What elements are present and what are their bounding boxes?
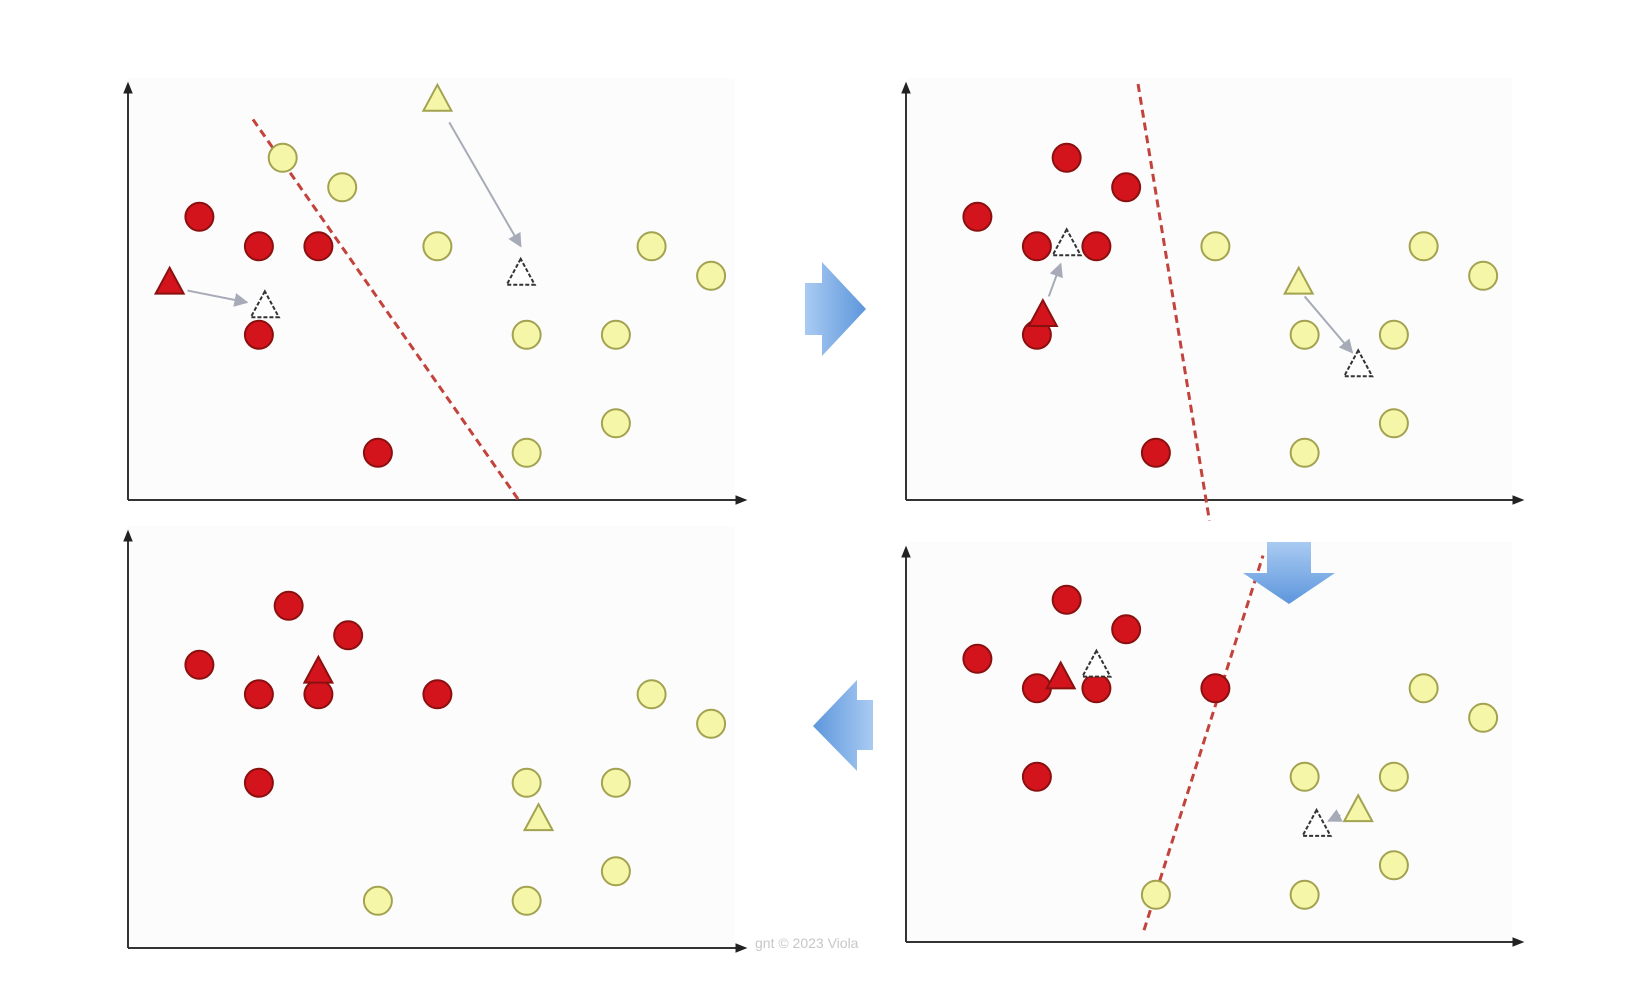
centroid-previous xyxy=(1080,648,1113,678)
panel-step-2 xyxy=(901,78,1525,521)
centroid-move-arrow xyxy=(187,289,249,307)
data-point-red xyxy=(1021,231,1052,262)
data-point-yellow xyxy=(600,767,631,798)
data-point-red xyxy=(243,231,274,262)
data-point-yellow xyxy=(1289,437,1320,468)
data-point-yellow xyxy=(1289,319,1320,350)
panel-step-3 xyxy=(901,542,1525,947)
data-point-yellow xyxy=(267,142,298,173)
centroid-previous xyxy=(249,289,281,319)
decision-boundary xyxy=(1136,83,1211,521)
data-point-yellow xyxy=(600,319,631,350)
centroid-previous xyxy=(1342,348,1374,378)
data-point-yellow xyxy=(600,856,631,887)
panel-background xyxy=(906,542,1512,942)
data-point-red xyxy=(1051,584,1082,615)
data-point-red xyxy=(422,679,453,710)
data-point-yellow xyxy=(696,260,727,291)
data-point-yellow xyxy=(696,708,727,739)
centroid-yellow xyxy=(522,802,555,832)
data-point-red xyxy=(962,201,993,232)
decision-boundary xyxy=(1142,555,1265,931)
data-point-red xyxy=(184,201,215,232)
panel-background xyxy=(128,78,735,500)
centroid-previous xyxy=(1050,227,1083,257)
data-point-yellow xyxy=(1408,231,1439,262)
data-point-yellow xyxy=(600,408,631,439)
centroid-red xyxy=(1045,660,1077,690)
centroid-move-arrow xyxy=(1327,809,1343,822)
block-arrow-icon-left xyxy=(813,680,873,771)
data-point-red xyxy=(273,590,304,621)
block-arrow-icon-right xyxy=(805,262,866,356)
data-point-red xyxy=(303,231,334,262)
centroid-red xyxy=(302,654,335,684)
panel-step-4 xyxy=(123,526,748,953)
centroid-move-arrow xyxy=(1047,262,1063,297)
data-point-yellow xyxy=(1468,702,1499,733)
centroid-previous xyxy=(1300,807,1333,837)
data-point-red xyxy=(962,643,993,674)
data-point-red xyxy=(184,649,215,680)
data-point-red xyxy=(1051,142,1082,173)
data-point-red xyxy=(1021,761,1052,792)
data-point-yellow xyxy=(511,437,542,468)
data-point-yellow xyxy=(422,231,453,262)
data-point-yellow xyxy=(1378,408,1409,439)
watermark: gnt © 2023 Viola xyxy=(755,935,859,951)
centroid-move-arrow xyxy=(1303,295,1354,354)
centroid-yellow xyxy=(421,82,454,112)
panel-step-1 xyxy=(123,78,748,505)
data-point-yellow xyxy=(511,885,542,916)
data-point-red xyxy=(1111,172,1142,203)
data-point-yellow xyxy=(1289,879,1320,910)
data-point-yellow xyxy=(1468,260,1499,291)
data-point-red xyxy=(333,620,364,651)
panel-background xyxy=(906,78,1512,500)
data-point-yellow xyxy=(1200,231,1231,262)
centroid-previous xyxy=(505,256,537,286)
data-point-yellow xyxy=(636,231,667,262)
data-point-yellow xyxy=(327,172,358,203)
data-point-red xyxy=(1111,614,1142,645)
data-point-red xyxy=(243,767,274,798)
data-point-yellow xyxy=(1378,319,1409,350)
data-point-red xyxy=(1140,437,1171,468)
data-point-yellow xyxy=(511,319,542,350)
data-point-red xyxy=(243,679,274,710)
data-point-yellow xyxy=(362,885,393,916)
centroid-yellow xyxy=(1342,793,1374,823)
flow-arrows xyxy=(805,262,1335,771)
data-point-red xyxy=(303,679,334,710)
centroid-yellow xyxy=(1283,265,1315,295)
data-point-red xyxy=(243,319,274,350)
data-point-red xyxy=(362,437,393,468)
data-point-yellow xyxy=(1140,879,1171,910)
data-point-yellow xyxy=(1408,673,1439,704)
data-point-yellow xyxy=(1378,761,1409,792)
data-point-red xyxy=(1081,231,1112,262)
centroid-red xyxy=(153,265,186,295)
block-arrow-icon-down xyxy=(1243,542,1335,604)
data-point-red xyxy=(1081,673,1112,704)
centroid-move-arrow xyxy=(448,121,522,248)
data-point-red xyxy=(1200,673,1231,704)
centroid-red xyxy=(1027,298,1059,328)
panel-background xyxy=(128,526,735,948)
data-point-yellow xyxy=(636,679,667,710)
data-point-yellow xyxy=(1289,761,1320,792)
data-point-yellow xyxy=(1378,850,1409,881)
data-point-yellow xyxy=(511,767,542,798)
